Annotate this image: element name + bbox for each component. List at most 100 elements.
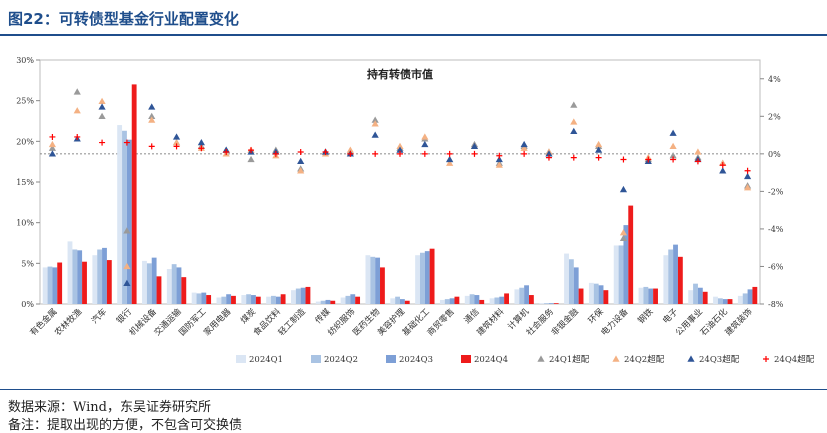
legend-label: 2024Q4 [474,355,508,365]
bar-2024q4 [528,295,534,304]
marker-24q3超配 [172,133,181,140]
footnote: 备注：提取出现的方便，不包含可交换债 [8,418,243,433]
marker-24q3超配 [719,167,727,174]
category-label: 建筑材料 [475,306,507,338]
marker-24q4-overweight [744,167,751,174]
bar-2024q1 [67,241,73,304]
bar-2024q2 [519,287,525,304]
category-label: 银行 [114,306,134,326]
bar-2024q1 [713,296,718,304]
bar-2024q2 [742,293,748,304]
bar-2024q4 [330,300,336,304]
bar-2024q1 [142,260,147,304]
bar-2024q2 [544,303,549,304]
marker-24q2超配 [148,116,156,123]
marker-24q2超配 [743,184,752,191]
bar-2024q1 [464,295,470,304]
legend-swatch [537,355,545,362]
bar-2024q2 [221,296,227,304]
left-tick-label: 25% [16,97,34,106]
bar-2024q1 [315,301,321,304]
right-tick-label: -4% [768,225,784,234]
bar-2024q2 [320,300,326,304]
bar-2024q1 [539,303,545,304]
bar-2024q3 [400,299,405,304]
marker-24q4-overweight [123,139,130,146]
legend-swatch [687,355,695,362]
bar-2024q2 [618,245,624,304]
right-tick-label: -2% [768,187,784,196]
legend-swatch [386,355,396,363]
marker-24q3超配 [396,146,404,153]
category-label: 煤炭 [238,306,258,326]
legend-label: 2024Q3 [399,355,433,365]
bar-2024q2 [72,249,78,304]
overweight-chart: 持有转债市值 0% 5% 10% 15% 20% 25% 30% -8% -6% -4% -2% 0% 2… [16,56,814,365]
bar-2024q4 [181,277,187,304]
marker-24q1超配 [570,101,578,108]
bar-2024q2 [395,296,400,304]
bar-2024q2 [469,294,475,304]
bar-2024q2 [171,264,177,304]
category-label: 电子 [660,306,680,326]
category-label: 非银金融 [549,306,581,338]
marker-24q4-overweight [347,150,354,157]
bar-2024q4 [553,303,559,304]
marker-24q4-overweight [198,145,205,152]
marker-24q3超配 [470,142,479,150]
marker-24q4-overweight [248,147,255,154]
bar-2024q3 [201,292,207,304]
bar-2024q3 [673,244,678,304]
bottom-rule [0,389,827,390]
legend-label: 2024Q2 [324,355,358,365]
legend-label: 24Q3超配 [699,354,740,365]
left-tick-label: 10% [16,219,34,228]
bar-2024q1 [266,296,272,304]
bar-2024q3 [424,251,430,304]
bar-2024q1 [340,297,346,304]
bar-2024q3 [77,250,83,304]
bar-2024q4 [702,291,708,304]
bar-2024q4 [82,261,87,304]
left-tick-label: 30% [16,56,34,65]
figure-title: 图22：可转债型基金行业配置变化 [8,10,239,28]
marker-24q2超配 [396,142,404,150]
marker-24q3超配 [123,279,131,287]
legend-swatch [236,355,246,363]
category-label: 建筑装饰 [723,306,755,338]
marker-24q4-overweight [694,158,701,165]
marker-24q2超配 [371,120,379,127]
marker-24q2超配 [495,161,503,168]
bar-2024q2 [47,266,53,304]
bar-2024q4 [255,296,261,304]
marker-24q2超配 [421,133,429,140]
bar-2024q3 [300,287,306,304]
legend-swatch [461,355,471,363]
bar-2024q4 [653,288,658,304]
right-tick-label: -8% [768,300,784,309]
marker-24q1超配 [669,152,677,159]
marker-24q4-overweight [297,148,304,155]
marker-24q2超配 [570,118,578,125]
bar-2024q4 [677,256,683,304]
marker-24q4-overweight [272,150,279,157]
bar-2024q2 [246,294,252,304]
right-tick-label: 4% [768,75,781,84]
marker-24q4-overweight [595,154,602,161]
marker-24q1超配 [73,88,81,95]
bar-2024q2 [146,263,152,304]
bar-2024q3 [176,267,182,304]
bar-2024q1 [166,269,172,304]
marker-24q4-overweight [446,150,453,157]
bar-2024q2 [494,297,500,304]
marker-24q2超配 [619,229,628,236]
bar-2024q1 [613,245,619,304]
bar-2024q3 [251,295,256,304]
marker-24q3超配 [197,138,205,146]
marker-24q3超配 [371,131,379,138]
bar-2024q4 [355,296,361,304]
category-label: 轻工制造 [276,306,308,338]
category-label: 钢铁 [636,306,656,326]
bar-2024q1 [117,125,123,304]
marker-24q4-overweight [322,148,329,155]
